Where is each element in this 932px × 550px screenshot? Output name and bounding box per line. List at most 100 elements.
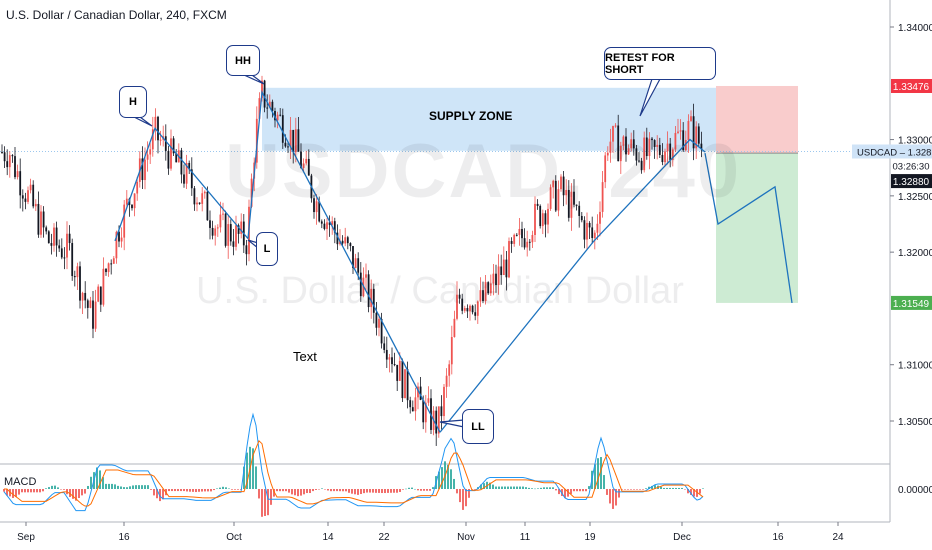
macd-histogram-bar [510,486,512,489]
macd-histogram-bar [378,489,380,493]
macd-histogram-bar [633,489,635,490]
candle-body [695,126,698,149]
macd-histogram-bar [54,485,56,489]
macd-histogram-bar [294,489,296,496]
candle-body [144,159,146,181]
macd-histogram-bar [96,467,98,489]
macd-histogram-bar [675,487,677,489]
macd-histogram-bar [414,488,416,490]
candle-body [97,286,100,302]
macd-histogram-bar [300,489,302,496]
macd-line [3,412,704,512]
macd-histogram-bar [270,489,272,505]
candle-body [149,149,152,155]
candle-body [66,233,68,258]
candle-body [401,360,404,399]
macd-histogram-bar [78,489,80,499]
macd-histogram-bar [162,489,164,500]
macd-histogram-bar [699,489,701,494]
candle-body [500,266,503,276]
macd-histogram-bar [636,489,638,490]
candle-body [653,140,656,147]
macd-histogram-bar [27,489,29,493]
candle-body [456,294,458,319]
macd-histogram-bar [429,489,431,491]
macd-histogram-bar [132,485,134,489]
candle-body [346,237,349,244]
macd-histogram-bar [639,489,641,490]
macd-histogram-bar [405,488,407,490]
macd-histogram-bar [342,489,344,492]
macd-histogram-bar [408,487,410,489]
macd-histogram-bar [186,489,188,492]
macd-histogram-bar [339,489,341,492]
candle-body [396,364,399,381]
macd-histogram-bar [198,489,200,492]
macd-histogram-bar [603,475,605,489]
candle-body [287,146,289,148]
candle-body [635,148,638,161]
macd-histogram-bar [549,487,551,489]
structure-line-3 [439,138,706,433]
time-tick-label: 22 [378,532,390,543]
macd-histogram-bar [177,489,179,492]
candle-body [357,258,360,273]
candle-body [206,191,209,221]
macd-histogram-bar [600,457,602,489]
macd-histogram-bar [69,489,71,497]
macd-histogram-bar [279,489,281,492]
candle-body [188,162,191,170]
candle-body [271,101,274,111]
macd-histogram-bar [306,489,308,494]
candle-body [240,221,243,234]
candle-body [250,178,253,207]
candle-body [263,80,266,108]
trendlines-layer [114,74,793,433]
candle-body [671,149,674,160]
candle-body [84,292,87,301]
candle-body [175,153,178,163]
watermark-name: U.S. Dollar / Canadian Dollar [196,270,684,312]
candle-body [196,202,198,205]
macd-histogram-bar [312,489,314,492]
macd-histogram-bar [90,476,92,489]
candle-body [164,136,167,151]
candle-body [495,273,497,286]
macd-histogram-bar [492,484,494,489]
candle-body [94,301,97,329]
candle-body [398,360,401,381]
macd-histogram-bar [363,489,365,494]
candle-body [562,176,565,196]
candle-body [391,357,393,365]
candle-body [492,273,495,284]
candle-body [567,189,570,218]
macd-histogram-bar [495,486,497,489]
candle-body [627,148,630,155]
candle-body [112,258,115,264]
macd-histogram-bar [369,489,371,493]
candle-body [508,241,510,278]
macd-histogram-bar [447,464,449,489]
macd-histogram-bar [81,489,83,496]
candle-body [497,266,500,286]
candle-body [578,205,581,216]
candle-body [549,187,552,209]
candle-body [24,198,27,202]
candle-body [463,308,466,311]
candle-body [414,397,417,412]
macd-histogram-bar [156,489,158,499]
candle-body [183,174,185,184]
price-tag-target: 1.31549 [893,299,930,310]
candle-body [336,232,339,245]
macd-histogram-bar [690,489,692,495]
candle-body [29,184,32,191]
candle-body [471,305,474,313]
time-tick-label: 11 [520,532,531,543]
candle-body [136,181,139,194]
candle-body [284,142,287,147]
candle-body [632,139,635,149]
candle-body [141,158,144,181]
candle-body [289,129,292,148]
macd-histogram-bar [483,483,485,489]
